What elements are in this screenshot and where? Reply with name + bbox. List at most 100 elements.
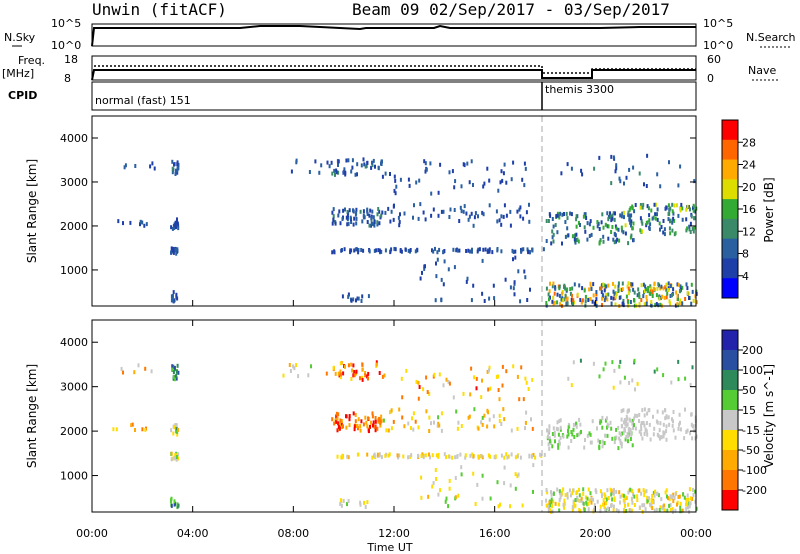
power-data-point — [548, 289, 551, 294]
power-data-point — [460, 184, 463, 189]
velocity-data-point — [658, 508, 661, 512]
velocity-data-point — [695, 506, 698, 511]
cpid-segment-normal: normal (fast) 151 — [95, 94, 191, 107]
velocity-data-point — [613, 496, 616, 501]
power-data-point — [624, 223, 627, 228]
power-data-point — [124, 163, 127, 168]
power-data-point — [177, 226, 180, 231]
velocity-data-point — [618, 364, 621, 369]
velocity-data-point — [548, 500, 551, 505]
power-data-point — [609, 211, 611, 216]
velocity-data-point — [292, 364, 295, 369]
power-data-point — [645, 295, 648, 299]
velocity-data-point — [417, 380, 420, 385]
power-data-point — [482, 247, 485, 252]
power-data-point — [442, 209, 445, 214]
velocity-data-point — [122, 370, 124, 375]
velocity-data-point — [448, 381, 451, 386]
velocity-data-point — [628, 417, 631, 422]
power-data-point — [678, 301, 681, 305]
velocity-data-point — [362, 422, 365, 427]
power-data-point — [429, 161, 432, 166]
velocity-data-point — [597, 438, 600, 443]
velocity-data-point — [342, 371, 345, 376]
power-colorbar-band — [722, 199, 738, 220]
velocity-data-point — [525, 410, 528, 415]
velocity-data-point — [622, 430, 625, 435]
velocity-data-point — [603, 492, 606, 497]
velocity-data-point — [627, 490, 630, 495]
power-data-point — [681, 206, 684, 211]
velocity-data-point — [366, 452, 369, 457]
power-data-point — [619, 213, 622, 218]
velocity-data-point — [530, 417, 532, 422]
power-data-point — [458, 248, 461, 253]
velocity-data-point — [677, 377, 680, 382]
power-data-point — [524, 275, 527, 280]
power-data-point — [350, 169, 353, 174]
cpid-segment-themis: themis 3300 — [545, 83, 614, 96]
velocity-data-point — [654, 489, 657, 494]
power-data-point — [621, 228, 623, 233]
velocity-data-point — [688, 501, 691, 506]
velocity-data-point — [582, 491, 585, 496]
velocity-data-point — [525, 380, 528, 385]
power-data-point — [177, 166, 180, 171]
power-data-point — [632, 221, 635, 226]
power-data-point — [656, 286, 659, 291]
velocity-data-point — [691, 436, 694, 441]
velocity-data-point — [170, 498, 173, 502]
power-colorbar-tick-label: 24 — [742, 159, 756, 172]
velocity-data-point — [572, 488, 575, 493]
velocity-data-point — [686, 428, 689, 433]
power-data-point — [695, 300, 698, 305]
power-data-point — [616, 237, 619, 242]
velocity-data-point — [562, 434, 565, 439]
power-data-point — [123, 165, 126, 170]
velocity-data-point — [641, 408, 644, 413]
power-data-point — [172, 250, 175, 255]
power-data-point — [607, 215, 610, 219]
power-data-point — [565, 301, 568, 306]
velocity-data-point — [297, 374, 300, 379]
velocity-data-point — [367, 416, 370, 421]
velocity-data-point — [548, 424, 551, 429]
velocity-data-point — [577, 432, 580, 437]
power-data-point — [552, 232, 555, 237]
power-data-point — [566, 216, 569, 221]
power-data-point — [689, 221, 692, 226]
power-data-point — [687, 205, 690, 209]
power-data-point — [677, 183, 680, 188]
velocity-data-point — [630, 432, 633, 437]
velocity-data-point — [392, 419, 395, 424]
power-data-point — [170, 225, 173, 230]
power-data-point — [366, 160, 369, 165]
power-data-point — [627, 212, 630, 217]
power-data-point — [170, 298, 173, 303]
velocity-data-point — [455, 409, 458, 414]
velocity-data-point — [684, 376, 687, 381]
power-data-point — [342, 208, 345, 213]
power-data-point — [676, 293, 679, 298]
velocity-data-point — [663, 508, 666, 513]
power-data-point — [488, 203, 491, 208]
power-data-point — [613, 217, 616, 222]
velocity-data-point — [516, 426, 519, 431]
power-data-point — [622, 301, 625, 306]
velocity-data-point — [507, 454, 510, 459]
velocity-data-point — [437, 452, 440, 457]
power-data-point — [671, 228, 674, 233]
velocity-data-point — [510, 452, 513, 457]
power-data-point — [350, 298, 353, 303]
power-data-point — [176, 162, 179, 167]
velocity-data-point — [175, 457, 178, 462]
power-data-point — [642, 202, 645, 207]
power-colorbar-tick-label: 20 — [742, 181, 756, 194]
velocity-data-point — [620, 441, 623, 446]
velocity-data-point — [444, 499, 447, 504]
power-data-point — [356, 296, 359, 301]
velocity-data-point — [517, 472, 520, 477]
velocity-data-point — [359, 502, 362, 507]
velocity-data-point — [559, 495, 562, 500]
